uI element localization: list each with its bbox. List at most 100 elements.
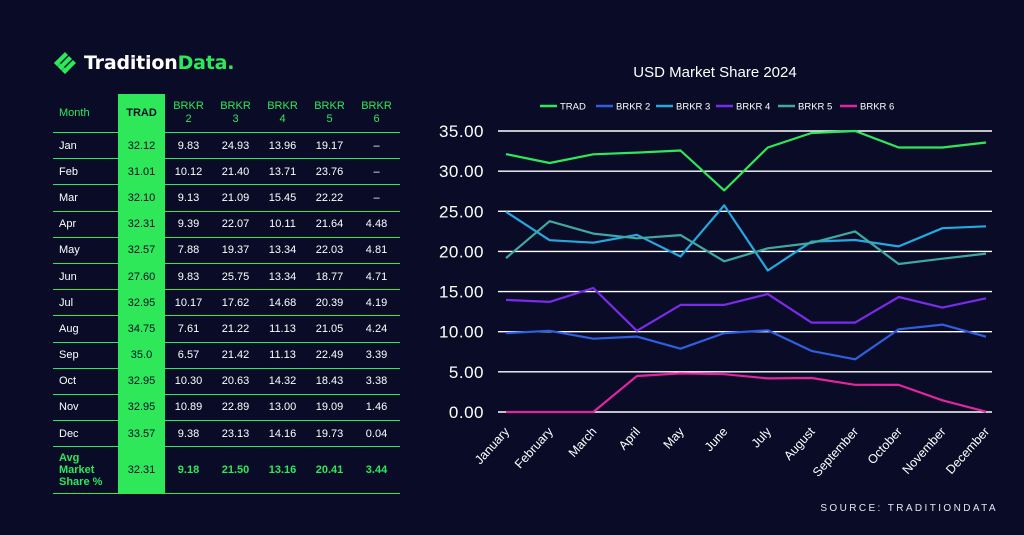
brand-logo: TraditionData.: [52, 50, 234, 76]
month-cell: Aug: [53, 315, 118, 343]
column-header-brkr-3: BRKR 3: [212, 94, 259, 133]
brkr-cell: –: [353, 132, 400, 160]
month-cell: Feb: [53, 158, 118, 186]
trad-cell: 32.95: [118, 368, 165, 395]
brkr-cell: 14.32: [259, 368, 306, 395]
series-line-brkr-5: [505, 220, 987, 266]
brkr-cell: 3.38: [353, 368, 400, 395]
trad-cell: 31.01: [118, 158, 165, 186]
table-row: Jun 27.60 9.83 25.75 13.34 18.77 4.71: [53, 263, 400, 291]
brkr-cell: 9.83: [165, 263, 212, 291]
brkr-cell: 4.81: [353, 237, 400, 264]
table-row: Sep 35.0 6.57 21.42 11.13 22.49 3.39: [53, 342, 400, 369]
brkr-cell: 21.40: [212, 158, 259, 186]
x-tick-label: September: [810, 425, 861, 480]
chart-title: USD Market Share 2024: [633, 64, 797, 81]
brkr-cell: 25.75: [212, 263, 259, 291]
x-tick-label: January: [472, 424, 513, 467]
trad-cell: 27.60: [118, 263, 165, 291]
table-row: May 32.57 7.88 19.37 13.34 22.03 4.81: [53, 237, 400, 264]
x-tick-label: May: [661, 424, 688, 451]
brkr-cell: 0.04: [353, 420, 400, 448]
brkr-cell: 13.71: [259, 158, 306, 186]
brkr-cell: 23.13: [212, 420, 259, 448]
month-cell: Jul: [53, 289, 118, 317]
average-label: Avg Market Share %: [53, 446, 118, 495]
month-cell: Dec: [53, 420, 118, 448]
trad-cell: 34.75: [118, 315, 165, 343]
stripes-logo-icon: [54, 52, 76, 74]
table-row: Dec 33.57 9.38 23.13 14.16 19.73 0.04: [53, 420, 400, 448]
series-line-trad: [505, 129, 987, 192]
brkr-cell: 21.05: [306, 315, 353, 343]
column-header-brkr-4: BRKR 4: [259, 94, 306, 133]
brkr-cell: 1.46: [353, 394, 400, 422]
x-tick-label: April: [616, 425, 643, 453]
table-row: Mar 32.10 9.13 21.09 15.45 22.22–: [53, 184, 400, 212]
y-tick-label: 25.00: [439, 202, 484, 221]
legend-label: BRKR 6: [860, 102, 894, 113]
brkr-cell: 10.89: [165, 394, 212, 422]
y-tick-label: 5.00: [449, 363, 484, 382]
table-row: Nov 32.95 10.89 22.89 13.00 19.09 1.46: [53, 394, 400, 422]
trad-cell: 32.57: [118, 237, 165, 264]
brkr-cell: 17.62: [212, 289, 259, 317]
brkr-cell: 21.09: [212, 184, 259, 212]
brkr-cell: 19.73: [306, 420, 353, 448]
x-tick-label: March: [566, 425, 600, 460]
brkr-cell: 4.71: [353, 263, 400, 291]
y-tick-label: 0.00: [449, 403, 484, 422]
series-line-brkr-3: [505, 204, 987, 272]
brkr-cell: 22.22: [306, 184, 353, 212]
brkr-cell: 18.77: [306, 263, 353, 291]
brkr-cell: 19.37: [212, 237, 259, 264]
line-chart: 0.00 5.00 10.00 15.00 20.00 25.00 30.00 35.00 Ja…: [439, 102, 992, 480]
column-header-month: Month: [53, 94, 118, 133]
trad-cell: 32.10: [118, 184, 165, 212]
brkr-cell: 13.34: [259, 263, 306, 291]
x-tick-label: October: [865, 425, 905, 467]
month-cell: Jan: [53, 132, 118, 160]
brkr-average-cell: 21.50: [212, 446, 259, 495]
legend-label: BRKR 3: [676, 102, 710, 113]
y-tick-label: 30.00: [439, 162, 484, 181]
brkr-cell: 9.13: [165, 184, 212, 212]
brkr-cell: 21.42: [212, 342, 259, 369]
y-tick-label: 20.00: [439, 242, 484, 261]
table-row: Feb 31.01 10.12 21.40 13.71 23.76–: [53, 158, 400, 186]
brkr-cell: 15.45: [259, 184, 306, 212]
brkr-cell: 4.19: [353, 289, 400, 317]
brkr-average-cell: 20.41: [306, 446, 353, 495]
legend-label: BRKR 5: [798, 102, 832, 113]
series-line-brkr-4: [505, 286, 987, 332]
table-row: Aug 34.75 7.61 21.22 11.13 21.05 4.24: [53, 315, 400, 343]
trad-cell: 32.95: [118, 289, 165, 317]
brkr-average-cell: 3.44: [353, 446, 400, 495]
brkr-cell: 7.88: [165, 237, 212, 264]
brkr-cell: 19.09: [306, 394, 353, 422]
source-note: SOURCE: TRADITIONDATA: [820, 503, 998, 514]
brkr-cell: 7.61: [165, 315, 212, 343]
brkr-cell: 13.34: [259, 237, 306, 264]
brkr-cell: –: [353, 184, 400, 212]
column-header-brkr-6: BRKR 6: [353, 94, 400, 133]
table-row: Apr 32.31 9.39 22.07 10.11 21.64 4.48: [53, 211, 400, 238]
x-tick-label: July: [749, 424, 775, 450]
brkr-cell: 4.24: [353, 315, 400, 343]
brkr-cell: 23.76: [306, 158, 353, 186]
brkr-cell: 21.22: [212, 315, 259, 343]
month-cell: May: [53, 237, 118, 264]
month-cell: Oct: [53, 368, 118, 395]
brkr-cell: 22.89: [212, 394, 259, 422]
x-tick-label: November: [900, 425, 949, 477]
brkr-cell: 20.39: [306, 289, 353, 317]
brkr-cell: 4.48: [353, 211, 400, 238]
trad-cell: 32.12: [118, 132, 165, 160]
trad-cell: 33.57: [118, 420, 165, 448]
average-row: Avg Market Share % 32.31 9.18 21.50 13.16 20.41…: [53, 446, 400, 495]
brkr-cell: 22.07: [212, 211, 259, 238]
month-cell: Nov: [53, 394, 118, 422]
brkr-cell: 3.39: [353, 342, 400, 369]
legend-label: BRKR 4: [736, 102, 770, 113]
x-tick-label: August: [781, 424, 818, 463]
